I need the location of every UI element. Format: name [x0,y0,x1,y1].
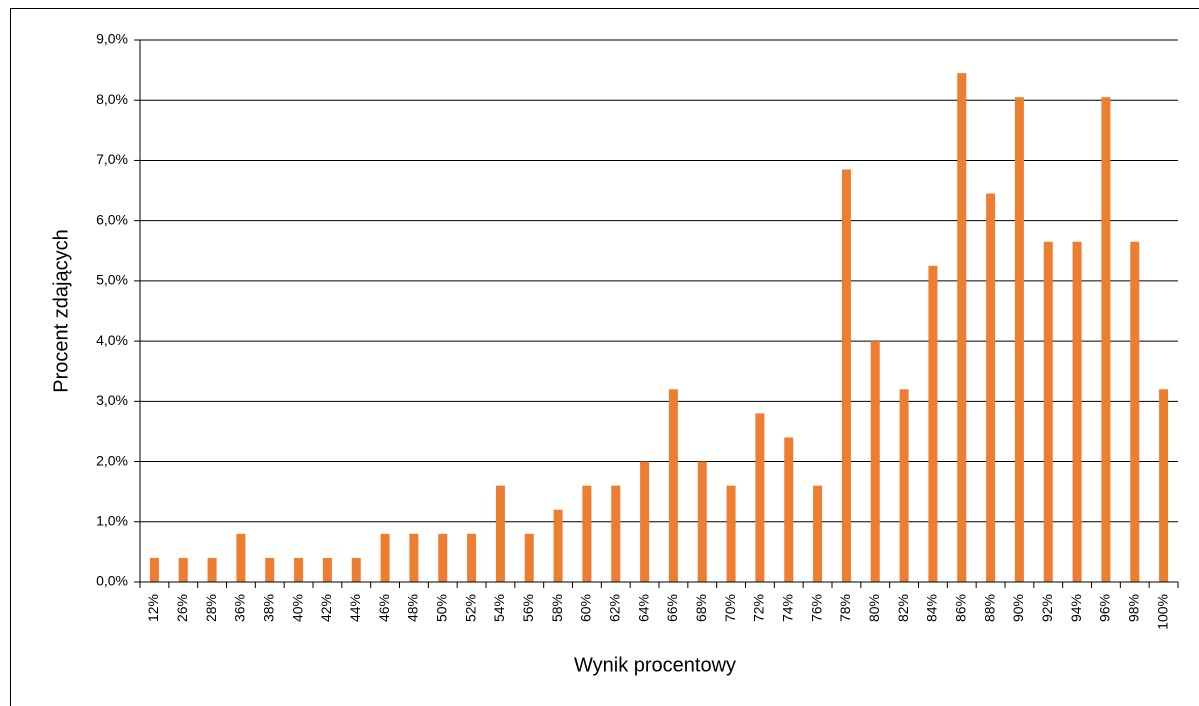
x-tick-label: 74% [779,594,795,622]
x-tick-label: 70% [722,594,738,622]
y-tick-label: 0,0% [96,573,128,589]
x-tick-label: 60% [578,594,594,622]
y-tick-label: 8,0% [96,91,128,107]
x-tick-label: 40% [289,594,305,622]
bar [1014,97,1024,582]
bar [236,533,246,582]
x-tick-label: 48% [405,594,421,622]
bar [178,557,188,582]
x-tick-label: 26% [174,594,190,622]
bar [1101,97,1111,582]
bar [784,437,794,582]
y-tick-label: 5,0% [96,272,128,288]
y-tick-label: 2,0% [96,452,128,468]
bar [149,557,159,582]
bar [524,533,534,582]
y-axis-label: Procent zdających [50,229,72,392]
bar [899,389,909,582]
bar [495,485,505,582]
x-tick-label: 98% [1125,594,1141,622]
x-tick-label: 86% [952,594,968,622]
x-axis-label: Wynik procentowy [574,654,736,676]
bar [986,193,996,583]
bar [380,533,390,582]
x-tick-label: 62% [606,594,622,622]
x-tick-label: 82% [895,594,911,622]
bar [1043,241,1053,582]
x-tick-label: 54% [491,594,507,622]
bar [697,461,707,582]
x-tick-label: 80% [866,594,882,622]
x-tick-label: 88% [981,594,997,622]
x-tick-label: 76% [808,594,824,622]
x-tick-label: 100% [1154,594,1170,630]
y-tick-label: 3,0% [96,392,128,408]
x-tick-label: 84% [924,594,940,622]
x-tick-label: 66% [664,594,680,622]
x-tick-label: 44% [347,594,363,622]
x-tick-label: 38% [260,594,276,622]
x-tick-label: 28% [203,594,219,622]
bar [668,389,678,582]
x-tick-label: 64% [635,594,651,622]
bar [1072,241,1082,582]
x-tick-label: 72% [751,594,767,622]
bar [726,485,736,582]
bar [755,413,765,582]
y-tick-label: 7,0% [96,151,128,167]
bar [265,557,275,582]
bar [928,265,938,582]
x-tick-label: 78% [837,594,853,622]
bar [841,169,851,582]
x-tick-label: 50% [433,594,449,622]
bar [611,485,621,582]
x-tick-label: 36% [232,594,248,622]
bar [351,557,361,582]
bar [640,461,650,582]
y-tick-label: 9,0% [96,31,128,47]
x-tick-label: 46% [376,594,392,622]
y-tick-label: 1,0% [96,512,128,528]
x-tick-label: 52% [462,594,478,622]
bar [1130,241,1140,582]
x-tick-label: 96% [1097,594,1113,622]
x-tick-label: 58% [549,594,565,622]
y-tick-label: 6,0% [96,211,128,227]
y-tick-label: 4,0% [96,332,128,348]
bar [322,557,332,582]
bar [870,341,880,582]
x-tick-label: 92% [1039,594,1055,622]
x-tick-label: 90% [1010,594,1026,622]
x-tick-label: 56% [520,594,536,622]
bar [957,73,967,582]
x-tick-label: 42% [318,594,334,622]
bar [582,485,592,582]
bar [294,557,304,582]
bar [409,533,419,582]
bar [467,533,477,582]
bar [207,557,217,582]
x-tick-label: 94% [1068,594,1084,622]
chart-frame [10,8,1199,706]
bar [438,533,448,582]
x-tick-label: 12% [145,594,161,622]
bar [1159,389,1169,582]
x-tick-label: 68% [693,594,709,622]
bar [813,485,823,582]
bar [553,509,563,582]
